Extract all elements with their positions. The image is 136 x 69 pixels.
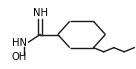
Text: HN: HN: [12, 39, 27, 48]
Text: OH: OH: [11, 52, 27, 62]
Text: NH: NH: [33, 8, 48, 18]
